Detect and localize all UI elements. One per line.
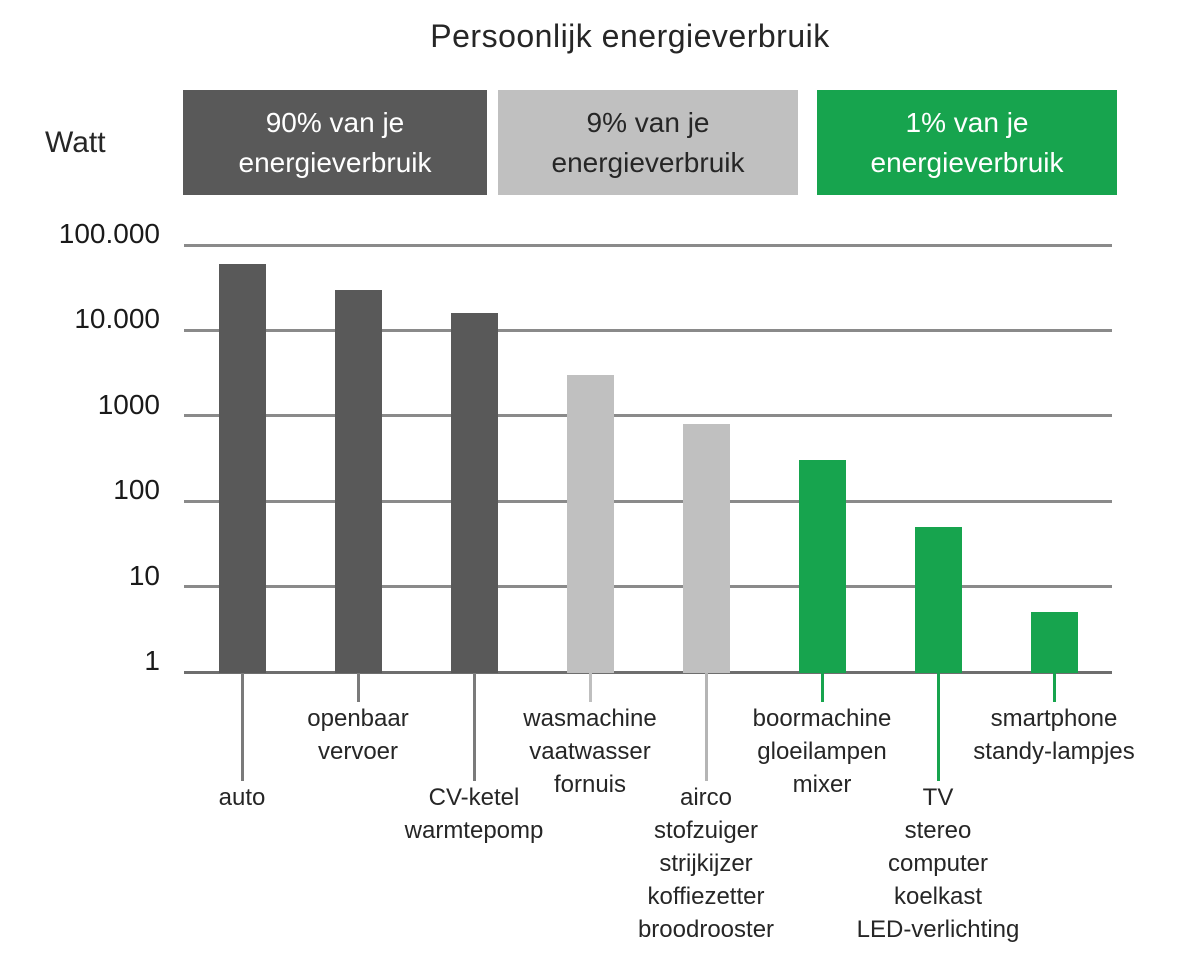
category-label-line: stereo (904, 817, 972, 844)
category-label-line: smartphone (990, 705, 1118, 732)
category-label: openbaar vervoer (218, 702, 498, 768)
category-leader-line (936, 673, 940, 781)
category-label-line: gloeilampen (757, 738, 887, 765)
category-label-line: warmtepomp (404, 817, 544, 844)
category-label: wasmachine vaatwasser fornuis (450, 702, 730, 801)
y-axis-tick-label: 10.000 (74, 303, 160, 335)
category-leader-line (472, 673, 476, 781)
legend-item-line: 1% van je (905, 106, 1029, 138)
bar (218, 263, 266, 673)
legend-item-line: energieverbruik (870, 146, 1064, 178)
category-leader-line (1052, 673, 1056, 702)
y-axis-tick-label: 100 (113, 474, 160, 506)
category-label-line: koffiezetter (647, 883, 765, 910)
bar (334, 289, 382, 673)
y-axis-unit-label: Watt (45, 126, 106, 159)
category-label-line: auto (218, 784, 266, 811)
legend-item-line: energieverbruik (551, 146, 745, 178)
category-label: smartphone standy-lampjes (914, 702, 1178, 768)
x-axis-line (184, 670, 1112, 674)
category-label-line: vervoer (317, 738, 399, 765)
category-leader-line (356, 673, 360, 702)
legend-item-90-percent: 90% van je energieverbruik (183, 90, 487, 195)
category-label-line: computer (887, 850, 989, 877)
category-leader-line (588, 673, 592, 702)
y-axis-tick-label: 1 (144, 645, 160, 676)
category-label-line: vaatwasser (529, 738, 651, 765)
gridline (184, 499, 1112, 503)
bar (798, 460, 846, 673)
category-label-line: fornuis (553, 771, 627, 798)
y-axis-tick-label: 1000 (97, 388, 160, 420)
category-label-line: openbaar (307, 705, 409, 732)
legend-item-line: 90% van je (265, 106, 405, 138)
gridline (184, 585, 1112, 589)
category-label-line: broodrooster (637, 916, 775, 943)
bar (1030, 612, 1078, 673)
category-label-line: mixer (792, 771, 852, 798)
gridline (184, 328, 1112, 332)
y-axis-tick-label: 10 (128, 559, 160, 591)
chart-title: Persoonlijk energieverbruik (430, 18, 830, 54)
category-leader-line (240, 673, 244, 781)
category-label: airco stofzuiger strijkijzer koffiezetter br… (566, 781, 846, 946)
category-leader-line (820, 673, 824, 702)
category-leader-line (704, 673, 708, 781)
category-label: TV stereo computer koelkast LED-verlichting (798, 781, 1078, 946)
legend-item-9-percent: 9% van je energieverbruik (498, 90, 798, 195)
category-label: CV-ketel warmtepomp (334, 781, 614, 847)
category-label: auto (102, 781, 382, 814)
category-label-line: strijkijzer (659, 850, 753, 877)
category-label-line: LED-verlichting (856, 916, 1020, 943)
category-label-line: stofzuiger (653, 817, 759, 844)
category-label-line: standy-lampjes (973, 738, 1135, 765)
category-label-line: boormachine (752, 705, 892, 732)
legend-item-line: 9% van je (586, 106, 710, 138)
category-label-line: airco (679, 784, 733, 811)
bar (682, 424, 730, 673)
category-label-line: koelkast (893, 883, 983, 910)
category-label: boormachine gloeilampen mixer (682, 702, 962, 801)
category-label-line: wasmachine (523, 705, 657, 732)
legend-item-1-percent: 1% van je energieverbruik (817, 90, 1117, 195)
gridline (184, 414, 1112, 418)
y-axis-tick-label: 100.000 (58, 218, 160, 249)
bar (566, 375, 614, 673)
legend-item-line: energieverbruik (238, 146, 432, 178)
category-label-line: CV-ketel (428, 784, 520, 811)
bar (914, 526, 962, 673)
category-label-line: TV (922, 784, 954, 811)
bar (450, 312, 498, 673)
gridline (184, 243, 1112, 247)
